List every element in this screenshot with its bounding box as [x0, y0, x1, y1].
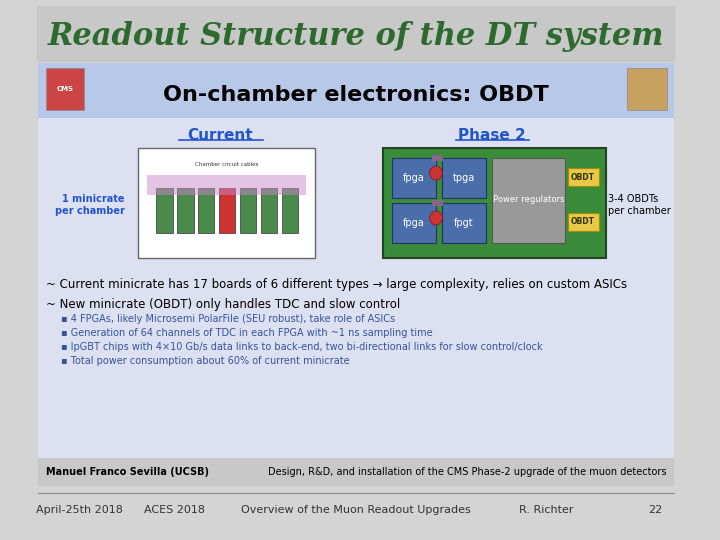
- Text: fpga: fpga: [403, 173, 425, 183]
- FancyBboxPatch shape: [38, 458, 674, 486]
- Text: ▪ Generation of 64 channels of TDC in each FPGA with ~1 ns sampling time: ▪ Generation of 64 channels of TDC in ea…: [61, 328, 433, 338]
- FancyBboxPatch shape: [148, 175, 306, 195]
- FancyBboxPatch shape: [177, 188, 194, 233]
- Text: ▪ Total power consumption about 60% of current minicrate: ▪ Total power consumption about 60% of c…: [61, 356, 350, 366]
- FancyBboxPatch shape: [392, 158, 436, 198]
- Text: ▪ 4 FPGAs, likely Microsemi PolarFile (SEU robust), take role of ASICs: ▪ 4 FPGAs, likely Microsemi PolarFile (S…: [61, 314, 395, 324]
- FancyBboxPatch shape: [240, 188, 256, 233]
- Text: ~ Current minicrate has 17 boards of 6 different types → large complexity, relie: ~ Current minicrate has 17 boards of 6 d…: [45, 278, 626, 291]
- Text: Power regulators: Power regulators: [493, 195, 564, 205]
- FancyBboxPatch shape: [432, 155, 444, 161]
- Text: 1 minicrate
per chamber: 1 minicrate per chamber: [55, 194, 125, 216]
- Text: Design, R&D, and installation of the CMS Phase-2 upgrade of the muon detectors: Design, R&D, and installation of the CMS…: [268, 467, 667, 477]
- Text: 3-4 OBDTs
per chamber: 3-4 OBDTs per chamber: [608, 194, 671, 216]
- Text: ACES 2018: ACES 2018: [144, 505, 205, 515]
- Text: R. Richter: R. Richter: [520, 505, 574, 515]
- FancyBboxPatch shape: [261, 188, 277, 233]
- FancyBboxPatch shape: [567, 213, 599, 231]
- Text: CMS: CMS: [56, 86, 73, 92]
- Circle shape: [430, 166, 442, 180]
- Text: Readout Structure of the DT system: Readout Structure of the DT system: [48, 22, 665, 52]
- Text: OBDT: OBDT: [571, 218, 595, 226]
- Text: Current: Current: [187, 127, 253, 143]
- FancyBboxPatch shape: [282, 188, 298, 233]
- Text: ~ New minicrate (OBDT) only handles TDC and slow control: ~ New minicrate (OBDT) only handles TDC …: [45, 298, 400, 311]
- FancyBboxPatch shape: [219, 188, 235, 233]
- Circle shape: [430, 211, 442, 225]
- Text: tpga: tpga: [453, 173, 475, 183]
- Text: CCB+TRB 1: CCB+TRB 1: [148, 245, 179, 249]
- Text: RO Bus: RO Bus: [242, 245, 261, 249]
- FancyBboxPatch shape: [198, 188, 215, 233]
- FancyBboxPatch shape: [37, 6, 675, 62]
- FancyBboxPatch shape: [38, 63, 674, 463]
- FancyBboxPatch shape: [567, 168, 599, 186]
- FancyBboxPatch shape: [442, 203, 486, 243]
- Text: Manuel Franco Sevilla (UCSB): Manuel Franco Sevilla (UCSB): [45, 467, 209, 477]
- Text: Overview of the Muon Readout Upgrades: Overview of the Muon Readout Upgrades: [241, 505, 471, 515]
- Text: fpga: fpga: [403, 218, 425, 228]
- Text: Phase 2: Phase 2: [459, 127, 526, 143]
- FancyBboxPatch shape: [432, 200, 444, 206]
- FancyBboxPatch shape: [442, 158, 486, 198]
- FancyBboxPatch shape: [45, 68, 84, 110]
- FancyBboxPatch shape: [383, 148, 606, 258]
- Text: On-chamber electronics: OBDT: On-chamber electronics: OBDT: [163, 85, 549, 105]
- Text: ROB+TRB 0: ROB+TRB 0: [190, 245, 222, 249]
- Text: Chamber circuit cables: Chamber circuit cables: [194, 163, 258, 167]
- Text: ▪ lpGBT chips with 4×10 Gb/s data links to back-end, two bi-directional links fo: ▪ lpGBT chips with 4×10 Gb/s data links …: [61, 342, 543, 352]
- FancyBboxPatch shape: [626, 68, 667, 110]
- FancyBboxPatch shape: [38, 63, 674, 118]
- FancyBboxPatch shape: [392, 203, 436, 243]
- FancyBboxPatch shape: [492, 158, 565, 243]
- Text: 22: 22: [649, 505, 663, 515]
- Text: OBDT: OBDT: [571, 172, 595, 181]
- FancyBboxPatch shape: [156, 188, 173, 233]
- Text: fpgt: fpgt: [454, 218, 474, 228]
- FancyBboxPatch shape: [138, 148, 315, 258]
- Text: April-25th 2018: April-25th 2018: [36, 505, 122, 515]
